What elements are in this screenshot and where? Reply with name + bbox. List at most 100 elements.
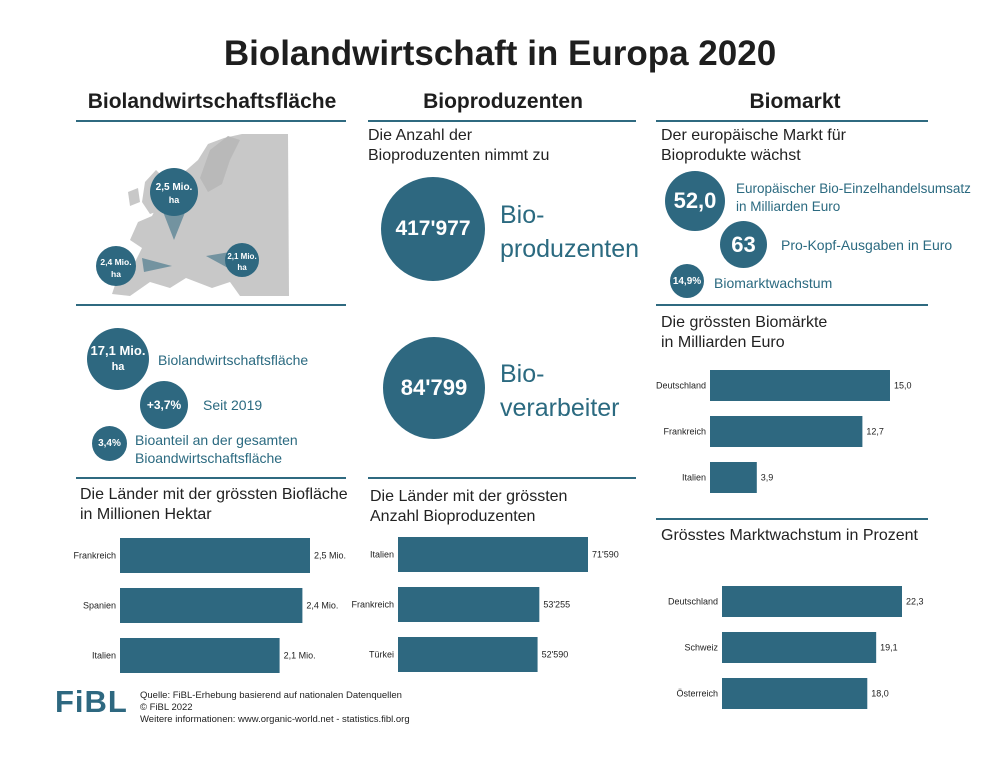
bar: [722, 632, 877, 663]
chart-area: Frankreich 2,5 Mio. Spanien 2,4 Mio. Italien…: [73, 538, 346, 673]
pointer-italy: [206, 252, 230, 268]
chart-producers-title: Die Länder mit der grössten Anzahl Biopr…: [370, 487, 567, 527]
category-label: Deutschland: [656, 381, 706, 391]
producers-label-line2: produzenten: [500, 235, 640, 263]
chart-producers: Italien 71'590 Frankreich 53'255 Türkei 52'59…: [351, 537, 619, 672]
value-label: 52'590: [542, 650, 569, 660]
market-intro: Der europäische Markt für Bioprodukte wä…: [661, 126, 846, 166]
producers-label: Bio- produzenten: [500, 198, 639, 266]
producers-value: 417'977: [395, 217, 471, 240]
processors-label: Bio- verarbeiter: [500, 357, 620, 425]
bar: [398, 637, 538, 672]
market-growth-value: 14,9%: [672, 275, 702, 287]
category-label: Schweiz: [684, 643, 718, 653]
processors-label-line1: Bio-: [500, 360, 545, 388]
value-label: 2,1 Mio.: [284, 651, 316, 661]
market-sales-value: 52,0: [673, 188, 717, 213]
chart-markets-title: Die grössten Biomärkte in Milliarden Eur…: [661, 313, 827, 353]
divider-middle-top: [368, 120, 636, 122]
category-label: Frankreich: [73, 551, 116, 561]
map-bubble-italy-circle: [225, 243, 259, 277]
map-bubble-spain-unit: ha: [111, 269, 121, 279]
producers-circle: 417'977: [381, 177, 485, 281]
map-bubble-france: 2,5 Mio. ha: [150, 168, 198, 216]
source-note: Quelle: FiBL-Erhebung basierend auf nati…: [140, 690, 410, 726]
source-line2: © FiBL 2022: [140, 702, 193, 713]
market-percapita-value: 63: [731, 231, 756, 257]
processors-label-line2: verarbeiter: [500, 394, 620, 422]
bar: [398, 587, 540, 622]
column-title-market: Biomarkt: [749, 90, 841, 113]
divider-left-top: [76, 120, 346, 122]
stat-growth-value: +3,7%: [146, 398, 182, 412]
column-title-producers: Bioproduzenten: [423, 90, 583, 113]
map-bubble-italy: 2,1 Mio. ha: [225, 243, 259, 277]
value-label: 15,0: [894, 381, 912, 391]
divider-middle-bottom: [368, 477, 636, 479]
ireland-shape: [128, 188, 140, 206]
chart-growth: Deutschland 22,3 Schweiz 19,1 Österreich 18,0: [668, 586, 924, 709]
source-line3: Weitere informationen: www.organic-world…: [140, 714, 410, 725]
map-bubble-italy-unit: ha: [237, 263, 247, 272]
market-intro-line2: Bioprodukte wächst: [661, 147, 801, 164]
bar: [722, 678, 868, 709]
value-label: 19,1: [880, 643, 898, 653]
market-sales-circle: 52,0: [665, 171, 725, 231]
chart-producers-title-line2: Anzahl Bioproduzenten: [370, 508, 536, 525]
stat-share-value: 3,4%: [98, 438, 121, 449]
producers-intro: Die Anzahl der Bioproduzenten nimmt zu: [368, 126, 549, 166]
category-label: Österreich: [676, 689, 718, 699]
value-label: 53'255: [543, 600, 570, 610]
category-label: Deutschland: [668, 597, 718, 607]
stat-area-label: Biolandwirtschaftsfläche: [158, 352, 309, 368]
source-line1: Quelle: FiBL-Erhebung basierend auf nati…: [140, 690, 402, 701]
bar: [120, 638, 280, 673]
processors-value: 84'799: [400, 375, 468, 400]
chart-producers-title-line1: Die Länder mit der grössten: [370, 488, 568, 505]
market-sales-label-line1: Europäischer Bio-Einzelhandelsumsatz: [736, 181, 971, 196]
europe-map-shape: [112, 134, 289, 296]
map-bubble-spain-value: 2,4 Mio.: [100, 257, 131, 267]
stat-growth-circle: +3,7%: [140, 381, 188, 429]
divider-right-mid: [656, 304, 928, 306]
value-label: 2,4 Mio.: [306, 601, 338, 611]
value-label: 71'590: [592, 550, 619, 560]
market-sales-label-line2: in Milliarden Euro: [736, 199, 841, 214]
bar: [722, 586, 902, 617]
bar: [398, 537, 588, 572]
divider-right-top: [656, 120, 928, 122]
producers-intro-line1: Die Anzahl der: [368, 127, 473, 144]
processors-circle: 84'799: [383, 337, 485, 439]
stat-share-label-line1: Bioanteil an der gesamten: [135, 432, 298, 448]
map-bubble-france-circle: [150, 168, 198, 216]
chart-growth-title: Grösstes Marktwachstum in Prozent: [661, 526, 918, 546]
europe-map: 2,5 Mio. ha 2,4 Mio. ha 2,1 Mio. ha: [96, 134, 289, 296]
chart-markets-title-line1: Die grössten Biomärkte: [661, 314, 828, 331]
category-label: Spanien: [83, 601, 116, 611]
column-title-area: Biolandwirtschaftsfläche: [87, 90, 337, 113]
stat-share-circle: 3,4%: [92, 426, 127, 461]
bar: [710, 416, 863, 447]
map-bubble-spain: 2,4 Mio. ha: [96, 246, 136, 286]
map-bubble-spain-circle: [96, 246, 136, 286]
category-label: Frankreich: [351, 600, 394, 610]
chart-markets-title-line2: in Milliarden Euro: [661, 334, 785, 351]
stat-area-unit: ha: [111, 361, 125, 373]
bar: [120, 588, 303, 623]
market-growth-label: Biomarktwachstum: [714, 275, 833, 291]
chart-area-title-line1: Die Länder mit der grössten Biofläche: [80, 486, 348, 503]
producers-label-line1: Bio-: [500, 201, 545, 229]
stat-share-label-line2: Bioandwirtschaftsfläche: [135, 450, 283, 466]
stat-area-value: 17,1 Mio.: [90, 343, 146, 358]
map-bubble-france-unit: ha: [169, 195, 180, 205]
stat-area-circle: 17,1 Mio. ha: [87, 328, 149, 390]
category-label: Italien: [92, 651, 116, 661]
map-bubble-italy-value: 2,1 Mio.: [227, 252, 256, 261]
bar: [120, 538, 310, 573]
chart-area-title: Die Länder mit der grössten Biofläche in…: [80, 485, 348, 525]
value-label: 12,7: [866, 427, 884, 437]
pointer-spain: [142, 258, 172, 272]
category-label: Türkei: [369, 650, 394, 660]
category-label: Frankreich: [663, 427, 706, 437]
bar: [710, 462, 757, 493]
